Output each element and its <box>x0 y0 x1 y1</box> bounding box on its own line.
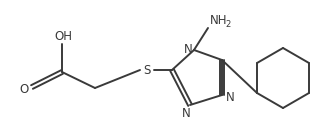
Text: NH: NH <box>210 13 227 27</box>
Text: S: S <box>143 64 151 76</box>
Text: OH: OH <box>54 29 72 43</box>
Text: N: N <box>226 90 234 104</box>
Text: 2: 2 <box>225 19 230 28</box>
Text: O: O <box>20 83 28 95</box>
Text: N: N <box>184 43 192 55</box>
Text: N: N <box>182 106 190 120</box>
